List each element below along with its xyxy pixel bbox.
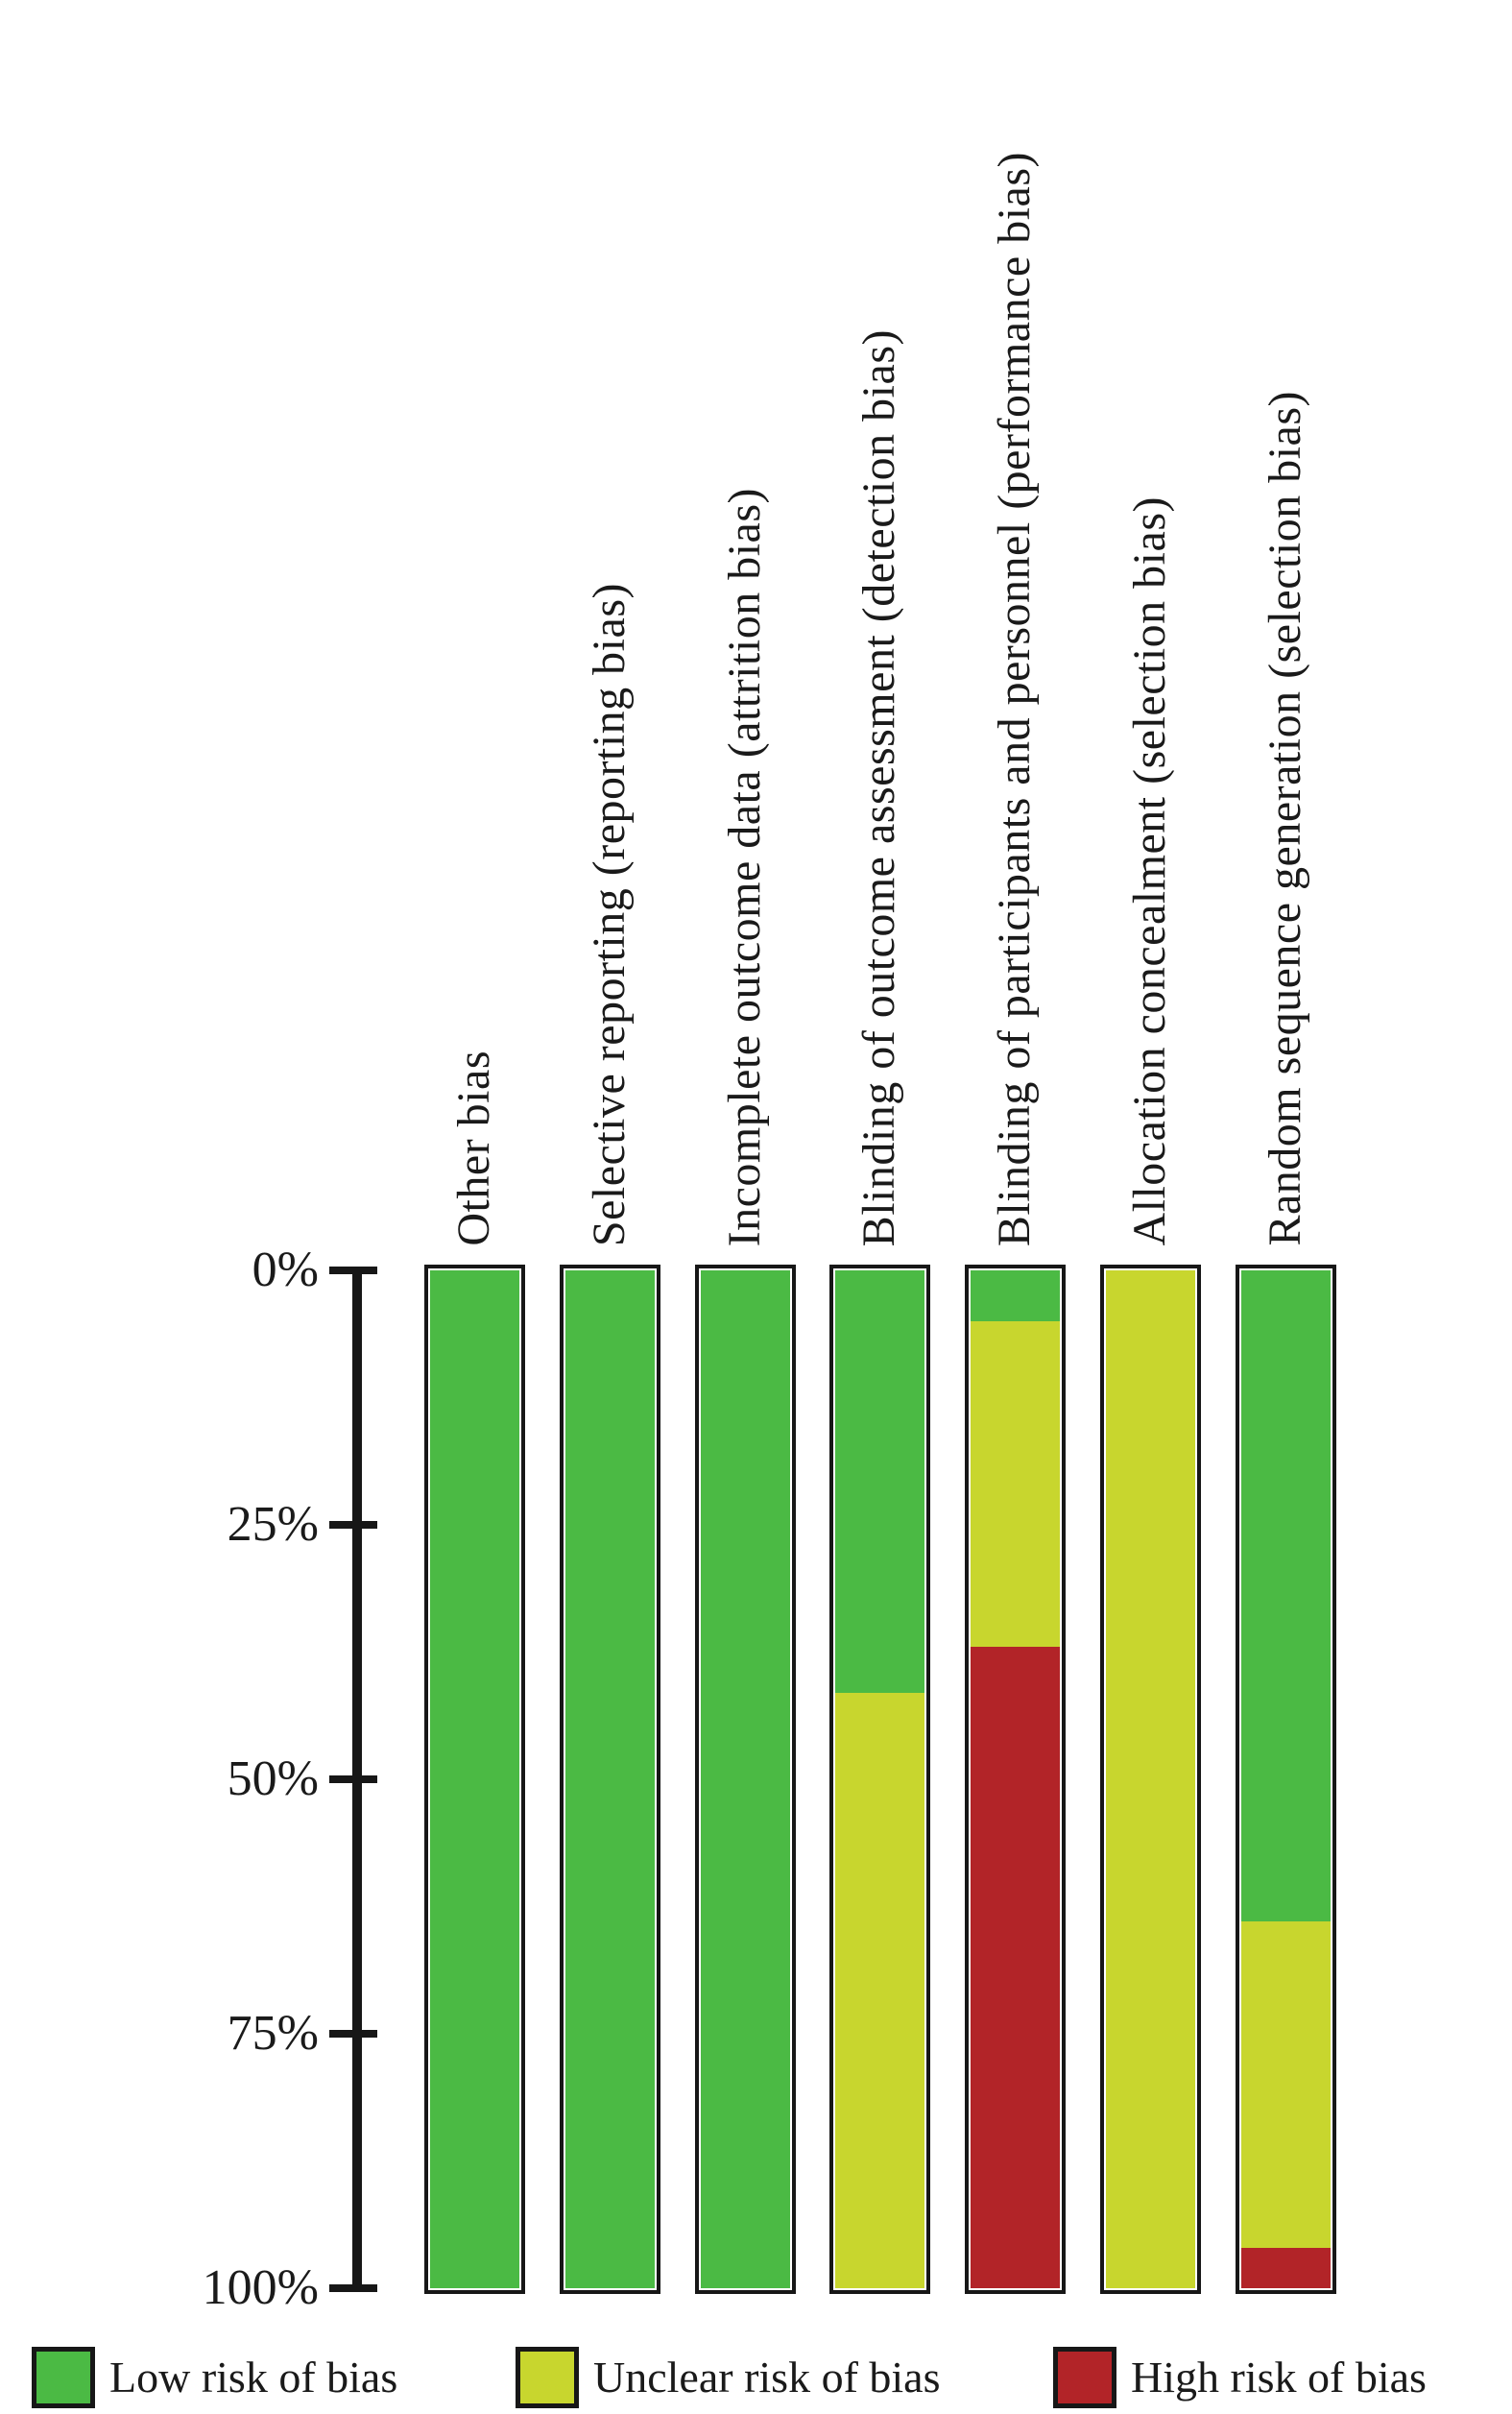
segment-unclear-risk-of-bias — [971, 1321, 1060, 1648]
legend-item: High risk of bias — [1053, 2345, 1427, 2410]
y-tick-label: 50% — [227, 1751, 319, 1806]
segment-low-risk-of-bias — [701, 1270, 790, 2288]
bar-4 — [829, 1265, 930, 2294]
bar-inner — [835, 1270, 924, 2288]
legend-item: Unclear risk of bias — [516, 2345, 941, 2410]
category-label: Selective reporting (reporting bias) — [584, 582, 635, 1246]
y-tick-mark — [329, 2030, 377, 2038]
bar-3 — [695, 1265, 796, 2294]
bar-inner — [1241, 1270, 1331, 2288]
segment-unclear-risk-of-bias — [1106, 1270, 1195, 2288]
segment-low-risk-of-bias — [565, 1270, 655, 2288]
segment-low-risk-of-bias — [971, 1270, 1060, 1321]
legend-label: Unclear risk of bias — [593, 2353, 941, 2402]
legend-swatch — [516, 2347, 579, 2408]
y-tick-mark — [329, 1267, 377, 1274]
segment-low-risk-of-bias — [835, 1270, 924, 1693]
legend-label: High risk of bias — [1131, 2353, 1427, 2402]
segment-high-risk-of-bias — [971, 1647, 1060, 2288]
bar-5 — [965, 1265, 1066, 2294]
category-label: Random sequence generation (selection bi… — [1260, 391, 1310, 1246]
y-tick-mark — [329, 1521, 377, 1529]
bar-7 — [1236, 1265, 1336, 2294]
y-tick-label: 0% — [252, 1243, 319, 1297]
category-label: Blinding of outcome assessment (detectio… — [853, 328, 904, 1246]
category-label: Blinding of participants and personnel (… — [989, 151, 1040, 1246]
segment-low-risk-of-bias — [430, 1270, 519, 2288]
y-tick-mark — [329, 1775, 377, 1783]
segment-unclear-risk-of-bias — [1241, 1921, 1331, 2248]
bar-2 — [560, 1265, 660, 2294]
legend-label: Low risk of bias — [109, 2353, 398, 2402]
segment-unclear-risk-of-bias — [835, 1692, 924, 2288]
bar-inner — [1106, 1270, 1195, 2288]
bar-inner — [701, 1270, 790, 2288]
bar-inner — [430, 1270, 519, 2288]
legend-item: Low risk of bias — [32, 2345, 397, 2410]
y-tick-mark — [329, 2284, 377, 2292]
bar-6 — [1100, 1265, 1201, 2294]
segment-low-risk-of-bias — [1241, 1270, 1331, 1922]
bar-1 — [424, 1265, 525, 2294]
bar-inner — [971, 1270, 1060, 2288]
legend-swatch — [1053, 2347, 1116, 2408]
category-label: Allocation concealment (selection bias) — [1124, 496, 1175, 1246]
category-label: Other bias — [448, 1050, 499, 1246]
bar-inner — [565, 1270, 655, 2288]
y-tick-label: 100% — [202, 2260, 319, 2315]
y-tick-label: 75% — [227, 2006, 319, 2061]
segment-high-risk-of-bias — [1241, 2247, 1331, 2288]
legend-swatch — [32, 2347, 95, 2408]
y-tick-label: 25% — [227, 1497, 319, 1552]
category-label: Incomplete outcome data (attrition bias) — [719, 487, 770, 1246]
